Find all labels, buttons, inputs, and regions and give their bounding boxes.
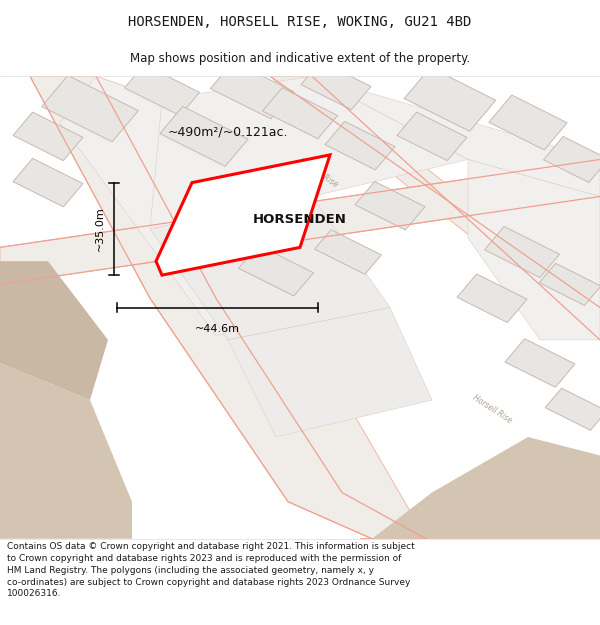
Text: ~44.6m: ~44.6m bbox=[195, 324, 240, 334]
Polygon shape bbox=[544, 136, 600, 182]
Polygon shape bbox=[13, 112, 83, 161]
Text: ~35.0m: ~35.0m bbox=[95, 206, 105, 251]
Text: Horsell Rise: Horsell Rise bbox=[470, 393, 514, 425]
Polygon shape bbox=[404, 68, 496, 131]
Polygon shape bbox=[211, 61, 293, 119]
Text: Horsell Rise: Horsell Rise bbox=[296, 158, 340, 189]
Text: HORSENDEN, HORSELL RISE, WOKING, GU21 4BD: HORSENDEN, HORSELL RISE, WOKING, GU21 4B… bbox=[128, 15, 472, 29]
Polygon shape bbox=[0, 261, 108, 400]
Polygon shape bbox=[360, 502, 600, 539]
Polygon shape bbox=[457, 274, 527, 322]
Polygon shape bbox=[468, 159, 600, 340]
Polygon shape bbox=[228, 308, 432, 437]
Polygon shape bbox=[13, 158, 83, 207]
Polygon shape bbox=[263, 88, 337, 139]
Polygon shape bbox=[125, 64, 199, 116]
Polygon shape bbox=[397, 112, 467, 161]
Polygon shape bbox=[545, 388, 600, 430]
Polygon shape bbox=[42, 76, 138, 142]
Polygon shape bbox=[301, 61, 371, 110]
Polygon shape bbox=[270, 76, 600, 340]
Polygon shape bbox=[150, 76, 468, 229]
Polygon shape bbox=[239, 245, 313, 296]
Polygon shape bbox=[160, 106, 248, 166]
Polygon shape bbox=[489, 95, 567, 150]
Polygon shape bbox=[539, 263, 600, 306]
Polygon shape bbox=[30, 76, 426, 539]
Text: ~490m²/~0.121ac.: ~490m²/~0.121ac. bbox=[168, 125, 289, 138]
Polygon shape bbox=[0, 159, 600, 284]
Polygon shape bbox=[505, 339, 575, 388]
Text: Contains OS data © Crown copyright and database right 2021. This information is : Contains OS data © Crown copyright and d… bbox=[7, 542, 415, 598]
Polygon shape bbox=[60, 76, 300, 335]
Polygon shape bbox=[312, 76, 600, 196]
Polygon shape bbox=[325, 121, 395, 170]
Polygon shape bbox=[0, 363, 132, 539]
Polygon shape bbox=[355, 181, 425, 230]
Polygon shape bbox=[156, 155, 330, 275]
Polygon shape bbox=[485, 226, 559, 278]
Polygon shape bbox=[372, 437, 600, 539]
Polygon shape bbox=[314, 230, 382, 274]
Text: HORSENDEN: HORSENDEN bbox=[253, 213, 347, 226]
Text: Map shows position and indicative extent of the property.: Map shows position and indicative extent… bbox=[130, 52, 470, 65]
Polygon shape bbox=[150, 196, 390, 340]
